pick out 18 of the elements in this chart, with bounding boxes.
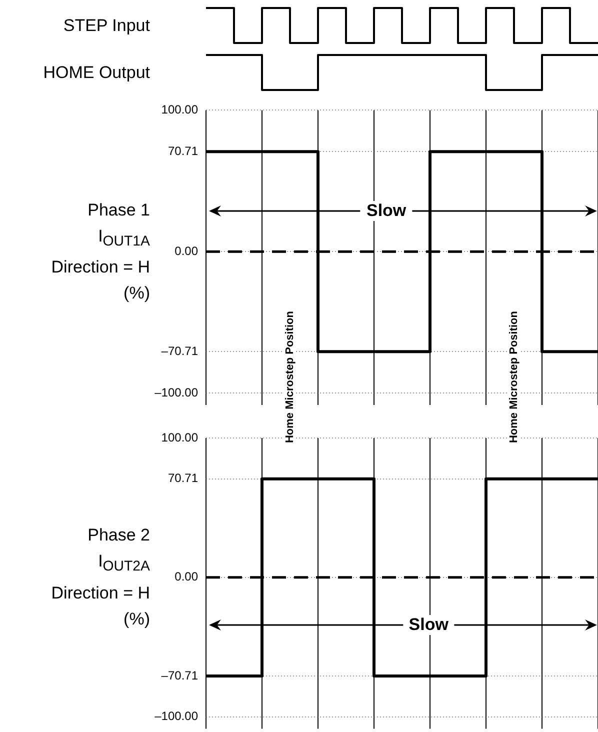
y-tick-label: 0.00	[174, 244, 198, 258]
y-tick-label: 70.71	[168, 471, 198, 486]
annotation: Slow	[360, 200, 412, 221]
y-tick-label: 0.00	[174, 570, 198, 584]
y-tick-label: 100.00	[161, 430, 198, 444]
y-tick-label: –70.71	[161, 344, 198, 358]
y-axis-title: HOME Output	[43, 62, 150, 84]
y-tick-label: –100.00	[154, 385, 198, 400]
annotation: Home Microstep Position	[284, 308, 296, 446]
y-axis-title: STEP Input	[63, 14, 150, 36]
y-tick-label: –70.71	[161, 668, 198, 682]
y-axis-title: Phase 1 I$_{OUT1A}$ Direction = H (%)	[51, 198, 150, 304]
annotation: Home Microstep Position	[508, 308, 520, 446]
y-tick-label: –100.00	[154, 709, 198, 724]
annotation: Slow	[402, 614, 454, 635]
y-axis-title: Phase 2 I$_{OUT2A}$ Direction = H (%)	[51, 524, 150, 630]
y-tick-label: 100.00	[161, 102, 198, 117]
y-tick-label: 70.71	[168, 144, 198, 158]
